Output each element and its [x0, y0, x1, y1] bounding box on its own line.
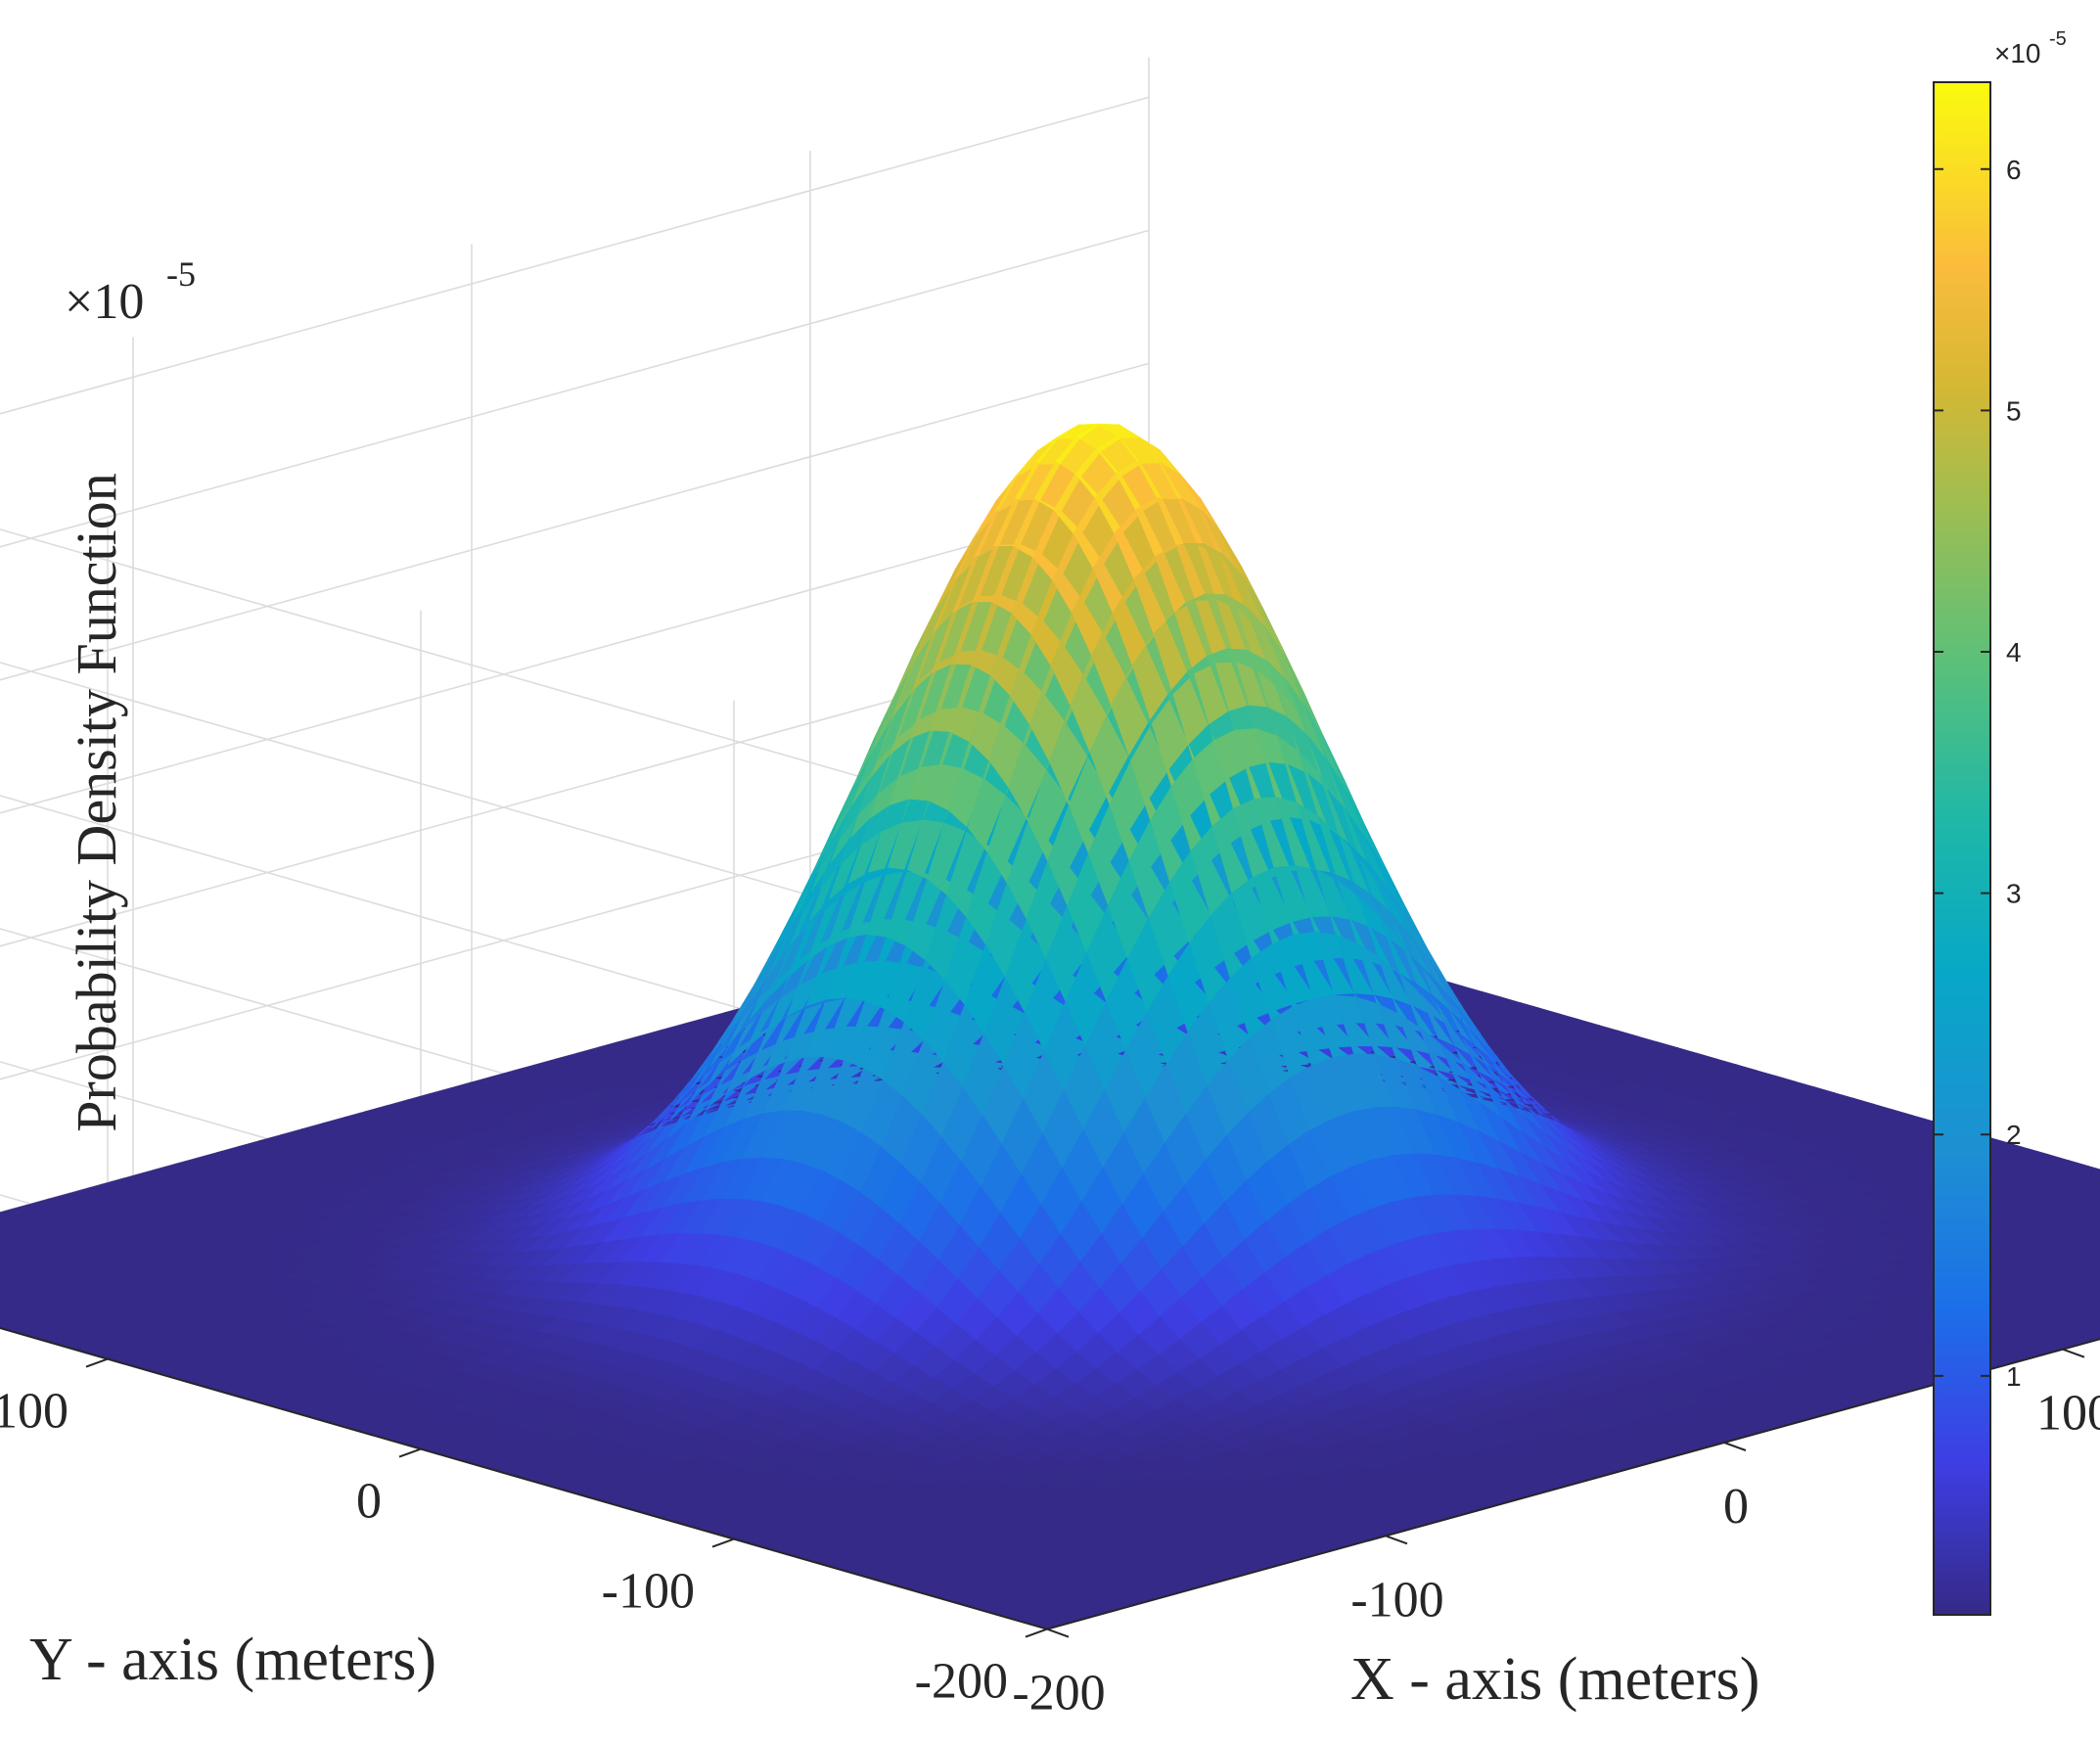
svg-text:×10: ×10 [65, 274, 144, 330]
surface-patch [2080, 1206, 2100, 1217]
y-tick-label: 100 [0, 1384, 68, 1440]
surface-patch [2078, 1216, 2100, 1229]
x-tick-label: 100 [2036, 1386, 2100, 1442]
surface-patch [2095, 1250, 2100, 1254]
y-tick-label: 0 [356, 1474, 382, 1530]
y-axis-label: Y - axis (meters) [29, 1627, 436, 1693]
colorbar-exponent-label: ×10 -5 [1994, 28, 2067, 69]
surface-patch [2087, 1306, 2100, 1313]
surface-patch [2085, 1316, 2100, 1325]
x-tick [1723, 1442, 1747, 1451]
y-tick [711, 1537, 735, 1548]
colorbar-tick-label: 1 [2006, 1361, 2022, 1392]
svg-text:-5: -5 [166, 254, 196, 294]
y-tick-label: -100 [602, 1564, 695, 1620]
colorbar-tick-label: 3 [2006, 879, 2022, 909]
z-axis-label: Probability Density Function [65, 473, 128, 1131]
y-tick [398, 1447, 422, 1458]
surface-patch [2090, 1283, 2100, 1289]
colorbar-ticks: 1 2 3 4 5 6 [1934, 155, 2022, 1392]
x-tick [1385, 1535, 1408, 1545]
x-tick [2062, 1348, 2085, 1358]
surface-patch [2092, 1272, 2100, 1277]
svg-text:-5: -5 [2049, 28, 2067, 50]
surface-patch [2066, 1166, 2100, 1178]
x-tick-label: -200 [1012, 1666, 1105, 1721]
surface-patch [2088, 1294, 2100, 1302]
surface-patch [2081, 1195, 2100, 1206]
surface-patch [2093, 1262, 2100, 1265]
y-tick-label: -200 [915, 1654, 1008, 1710]
surface-patch [0, 1220, 6, 1224]
x-tick-label: -100 [1350, 1572, 1443, 1628]
x-tick-label: 0 [1723, 1479, 1749, 1535]
surface-patch [2083, 1184, 2100, 1194]
colorbar-tick-label: 2 [2006, 1120, 2022, 1150]
x-axis-label: X - axis (meters) [1350, 1646, 1759, 1713]
z-exponent-label: ×10 -5 [65, 254, 196, 330]
pdf-surface [0, 423, 2100, 1629]
x-tick [1046, 1628, 1070, 1638]
colorbar [1933, 81, 1991, 1616]
y-tick [1025, 1628, 1048, 1638]
surface-patch [2085, 1173, 2100, 1182]
y-tick [85, 1357, 109, 1368]
colorbar-tick-label: 6 [2006, 155, 2022, 185]
colorbar-tick-label: 5 [2006, 395, 2022, 426]
axes: 0123456-200-1000100200-200-1000100200 [0, 1326, 2100, 1721]
svg-text:×10: ×10 [1994, 38, 2041, 69]
surface-patch [2084, 1327, 2100, 1337]
colorbar-tick-label: 4 [2006, 637, 2022, 667]
